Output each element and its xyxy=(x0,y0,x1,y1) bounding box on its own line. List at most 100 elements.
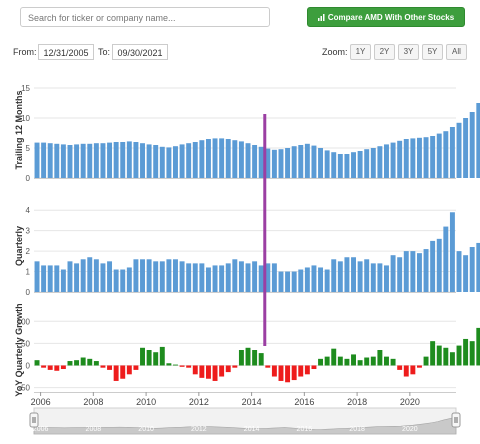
bar xyxy=(331,259,337,292)
bar xyxy=(93,259,99,292)
bar xyxy=(469,247,475,292)
bar xyxy=(166,147,172,178)
x-tick-label: 2016 xyxy=(294,397,314,407)
bar xyxy=(456,251,462,292)
bar xyxy=(291,271,297,292)
bar xyxy=(258,265,264,292)
bar xyxy=(140,347,145,366)
bar xyxy=(252,261,258,292)
bar-chart-icon xyxy=(317,14,325,21)
y-tick-label: 3 xyxy=(26,227,31,236)
bar xyxy=(166,259,172,292)
bar xyxy=(159,146,165,178)
bar xyxy=(60,269,66,292)
bar xyxy=(357,360,363,366)
bar xyxy=(285,271,291,292)
x-tick-label: 2010 xyxy=(136,397,156,407)
bar xyxy=(331,152,337,178)
bar xyxy=(186,263,192,292)
zoom-1y-button[interactable]: 1Y xyxy=(350,44,371,60)
bar xyxy=(357,261,363,292)
zoom-3y-button[interactable]: 3Y xyxy=(398,44,419,60)
bar xyxy=(219,365,225,377)
bar xyxy=(100,263,106,292)
bar xyxy=(416,365,422,368)
bar xyxy=(179,261,185,292)
navigator-right-handle[interactable] xyxy=(451,412,461,428)
bar xyxy=(311,265,317,292)
bar xyxy=(179,365,185,367)
zoom-2y-button[interactable]: 2Y xyxy=(374,44,395,60)
bar xyxy=(410,251,416,292)
bar xyxy=(423,137,429,178)
bar xyxy=(449,127,455,178)
to-date-input[interactable]: 09/30/2021 xyxy=(112,44,168,60)
bar xyxy=(271,263,277,292)
bar xyxy=(278,149,284,178)
y-tick-label: 15 xyxy=(21,84,30,93)
bar xyxy=(34,360,40,366)
bar xyxy=(258,353,264,366)
bar xyxy=(146,350,152,366)
bar xyxy=(238,261,244,292)
bar xyxy=(60,365,66,370)
bar xyxy=(298,365,304,377)
bar xyxy=(179,144,185,178)
bar xyxy=(120,365,126,379)
bar xyxy=(140,143,145,178)
bar xyxy=(153,352,159,366)
navigator-tick-label: 2008 xyxy=(86,426,102,433)
bar xyxy=(192,263,198,292)
navigator-tick-label: 2018 xyxy=(349,426,365,433)
bar xyxy=(423,356,429,366)
y-tick-label: 10 xyxy=(21,114,30,123)
bar xyxy=(192,365,198,375)
bar xyxy=(377,263,383,292)
bar xyxy=(331,348,337,366)
bar xyxy=(304,267,310,292)
zoom-5y-button[interactable]: 5Y xyxy=(422,44,443,60)
bar xyxy=(469,341,475,366)
zoom-all-button[interactable]: All xyxy=(446,44,467,60)
bar xyxy=(232,365,238,368)
compare-button[interactable]: Compare AMD With Other Stocks xyxy=(307,7,465,27)
bar xyxy=(278,271,284,292)
bar xyxy=(219,265,225,292)
bar xyxy=(87,358,93,366)
bar xyxy=(397,140,403,178)
search-input[interactable]: Search for ticker or company name... xyxy=(20,7,270,27)
bar xyxy=(324,269,330,292)
bar xyxy=(423,249,429,292)
bar xyxy=(186,143,192,178)
bar xyxy=(357,151,363,178)
bar xyxy=(311,365,317,370)
bar xyxy=(384,356,389,366)
bar xyxy=(265,263,271,292)
bar xyxy=(153,261,159,292)
bar xyxy=(199,365,205,378)
navigator-tick-label: 2020 xyxy=(402,426,418,433)
navigator-tick-label: 2012 xyxy=(191,426,207,433)
bar xyxy=(304,365,310,375)
bar xyxy=(74,360,80,366)
date-range-bar: From: 12/31/2005 To: 09/30/2021 Zoom: 1Y… xyxy=(0,42,480,62)
bar xyxy=(463,338,469,366)
bar xyxy=(337,356,343,366)
navigator-left-handle[interactable] xyxy=(29,412,39,428)
bar xyxy=(41,142,47,178)
bar xyxy=(34,261,40,292)
bar xyxy=(67,261,73,292)
y-tick-label: 1 xyxy=(26,268,31,277)
to-label: To: xyxy=(98,47,111,57)
bar xyxy=(463,255,469,292)
bar xyxy=(47,365,53,370)
bar xyxy=(205,139,211,178)
from-label: From: xyxy=(13,47,37,57)
bar xyxy=(80,357,86,366)
bar xyxy=(173,146,178,178)
from-date-input[interactable]: 12/31/2005 xyxy=(38,44,94,60)
bar xyxy=(403,139,409,178)
bar xyxy=(416,137,422,178)
y-axis-label: Trailing 12 Months xyxy=(14,90,24,169)
